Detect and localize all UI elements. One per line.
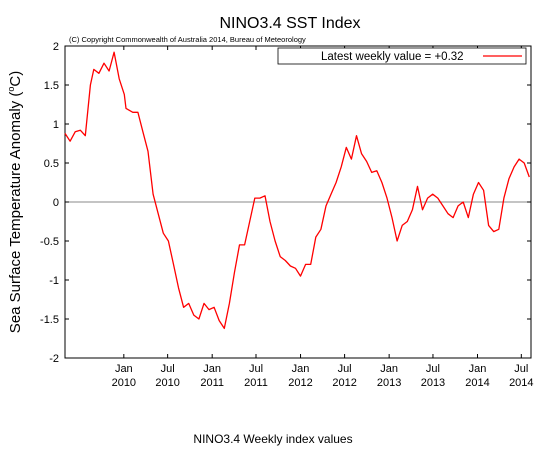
y-tick-label: 0.5 bbox=[44, 158, 59, 170]
y-tick-label: 1 bbox=[53, 119, 59, 131]
y-tick-label: 2 bbox=[53, 41, 59, 53]
x-tick-label-month: Jan bbox=[380, 363, 398, 375]
chart-figure: NINO3.4 SST Index (C) Copyright Commonwe… bbox=[6, 15, 534, 389]
x-tick-label-year: 2012 bbox=[288, 377, 312, 389]
x-tick-label-year: 2010 bbox=[155, 377, 179, 389]
x-tick-label-year: 2014 bbox=[509, 377, 533, 389]
y-axis-label-degree: o bbox=[6, 87, 16, 92]
figure-caption: NINO3.4 Weekly index values bbox=[193, 432, 353, 446]
x-tick-label-month: Jan bbox=[115, 363, 133, 375]
y-tick-label: 1.5 bbox=[44, 80, 59, 92]
x-tick-label-month: Jan bbox=[292, 363, 310, 375]
x-tick-label-year: 2010 bbox=[112, 377, 136, 389]
y-tick-label: 0 bbox=[53, 197, 59, 209]
x-tick-label-month: Jul bbox=[338, 363, 352, 375]
x-tick-label-month: Jul bbox=[514, 363, 528, 375]
x-tick-label-month: Jul bbox=[249, 363, 263, 375]
y-axis-label-main: Sea Surface Temperature Anomaly ( bbox=[7, 92, 24, 334]
chart-title: NINO3.4 SST Index bbox=[219, 15, 360, 32]
x-tick-label-year: 2014 bbox=[465, 377, 489, 389]
y-tick-label: -0.5 bbox=[40, 236, 59, 248]
y-axis-ticks: 2 1.5 1 0.5 0 -0.5 -1 -1.5 -2 bbox=[40, 41, 531, 365]
x-tick-label-year: 2011 bbox=[200, 377, 224, 389]
legend-box bbox=[277, 47, 527, 65]
y-tick-label: -1.5 bbox=[40, 314, 59, 326]
x-tick-label-year: 2013 bbox=[377, 377, 401, 389]
legend-label: Latest weekly value = +0.32 bbox=[321, 51, 464, 63]
x-tick-label-month: Jan bbox=[203, 363, 221, 375]
x-tick-label-month: Jan bbox=[469, 363, 487, 375]
x-axis-ticks: Jan 2010 Jul 2010 Jan 2011 Jul 2011 Jan 2012 Jul 20… bbox=[112, 46, 534, 389]
chart-svg: NINO3.4 SST Index (C) Copyright Commonwe… bbox=[6, 15, 534, 389]
chart-copyright: (C) Copyright Commonwealth of Australia … bbox=[69, 35, 306, 44]
series-line-nino34 bbox=[64, 51, 530, 330]
y-axis-label-unit: C) bbox=[7, 71, 24, 87]
x-tick-label-year: 2011 bbox=[244, 377, 268, 389]
x-tick-label-year: 2012 bbox=[332, 377, 356, 389]
y-tick-label: -1 bbox=[49, 275, 59, 287]
x-tick-label-year: 2013 bbox=[421, 377, 445, 389]
y-axis-label: Sea Surface Temperature Anomaly (oC) bbox=[6, 71, 24, 333]
legend: Latest weekly value = +0.32 bbox=[277, 47, 527, 65]
y-tick-label: -2 bbox=[49, 353, 59, 365]
x-tick-label-month: Jul bbox=[426, 363, 440, 375]
x-tick-label-month: Jul bbox=[161, 363, 175, 375]
